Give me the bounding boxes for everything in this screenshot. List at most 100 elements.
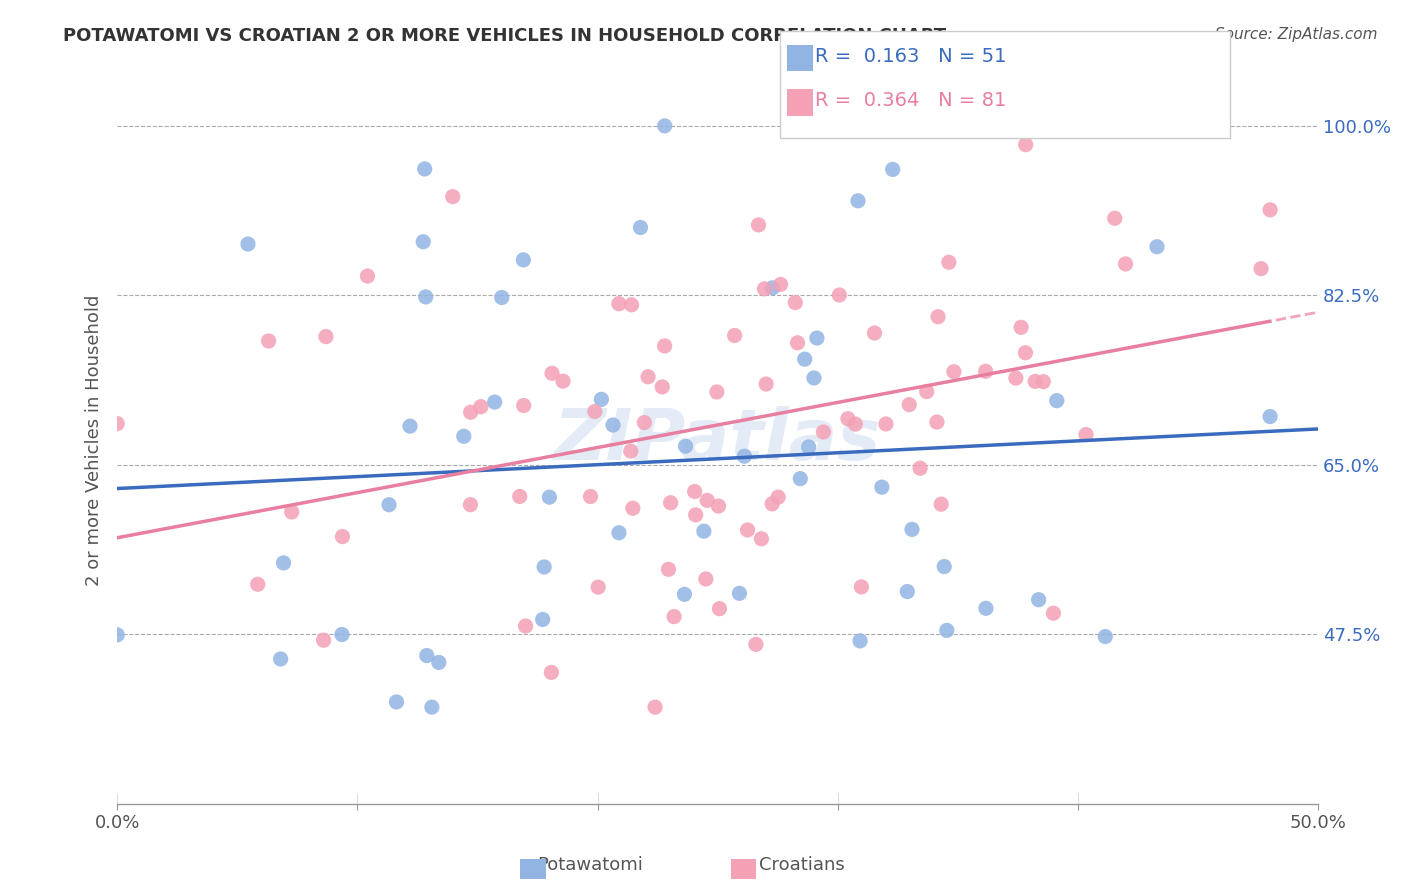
Point: [761, 497, 783, 511]
Text: R =  0.163   N = 51: R = 0.163 N = 51: [815, 46, 1007, 66]
Point: [236, 237, 259, 252]
Point: [813, 425, 835, 439]
Point: [1094, 630, 1116, 644]
Point: [846, 194, 869, 208]
Point: [1028, 592, 1050, 607]
Point: [420, 700, 443, 714]
Point: [441, 189, 464, 203]
Point: [755, 377, 778, 392]
Point: [413, 161, 436, 176]
Point: [531, 612, 554, 626]
Point: [105, 417, 128, 431]
Point: [509, 490, 531, 504]
Point: [246, 577, 269, 591]
Point: [512, 252, 534, 267]
Point: [399, 419, 422, 434]
Point: [942, 365, 965, 379]
Point: [662, 609, 685, 624]
Point: [675, 439, 697, 453]
Point: [551, 374, 574, 388]
Point: [105, 628, 128, 642]
Point: [356, 268, 378, 283]
Point: [332, 530, 354, 544]
Text: ZIPatlas: ZIPatlas: [554, 406, 882, 475]
Point: [974, 364, 997, 378]
Point: [761, 281, 783, 295]
Point: [901, 523, 924, 537]
Point: [898, 398, 921, 412]
Point: [1074, 427, 1097, 442]
Point: [591, 392, 613, 407]
Point: [908, 461, 931, 475]
Point: [745, 637, 768, 651]
Point: [1010, 320, 1032, 334]
Text: Croatians: Croatians: [759, 856, 844, 874]
Point: [1115, 257, 1137, 271]
Point: [896, 584, 918, 599]
Point: [793, 352, 815, 367]
Point: [935, 624, 957, 638]
Point: [515, 619, 537, 633]
Text: R =  0.364   N = 81: R = 0.364 N = 81: [815, 91, 1007, 111]
Point: [851, 580, 873, 594]
Point: [633, 416, 655, 430]
Point: [1258, 409, 1281, 424]
Y-axis label: 2 or more Vehicles in Household: 2 or more Vehicles in Household: [86, 295, 103, 586]
Point: [915, 384, 938, 399]
Point: [828, 288, 851, 302]
Point: [427, 656, 450, 670]
Point: [785, 295, 807, 310]
Point: [583, 404, 606, 418]
Point: [806, 331, 828, 345]
Point: [1032, 375, 1054, 389]
Point: [723, 328, 745, 343]
Point: [1104, 211, 1126, 226]
Point: [789, 472, 811, 486]
Point: [709, 601, 731, 615]
Point: [766, 490, 789, 504]
Point: [751, 532, 773, 546]
Point: [620, 444, 643, 458]
Point: [695, 572, 717, 586]
Point: [934, 559, 956, 574]
Point: [863, 326, 886, 340]
Point: [540, 665, 562, 680]
Point: [607, 296, 630, 310]
Text: Potawatomi: Potawatomi: [537, 856, 644, 874]
Point: [1015, 137, 1038, 152]
Point: [844, 417, 866, 431]
Point: [330, 627, 353, 641]
Point: [644, 700, 666, 714]
Point: [1146, 240, 1168, 254]
Point: [657, 562, 679, 576]
Point: [607, 525, 630, 540]
Point: [273, 556, 295, 570]
Point: [1024, 375, 1046, 389]
Point: [797, 440, 820, 454]
Point: [925, 415, 948, 429]
Point: [312, 633, 335, 648]
Point: [882, 162, 904, 177]
Point: [512, 399, 534, 413]
Point: [683, 484, 706, 499]
Point: [685, 508, 707, 522]
Point: [1258, 202, 1281, 217]
Point: [1250, 261, 1272, 276]
Point: [637, 369, 659, 384]
Point: [1014, 345, 1036, 359]
Point: [385, 695, 408, 709]
Point: [460, 405, 482, 419]
Point: [470, 400, 492, 414]
Point: [1042, 606, 1064, 620]
Point: [280, 505, 302, 519]
Point: [484, 395, 506, 409]
Point: [733, 449, 755, 463]
Point: [415, 290, 437, 304]
Point: [929, 497, 952, 511]
Point: [1005, 371, 1028, 385]
Point: [938, 255, 960, 269]
Point: [538, 490, 561, 504]
Text: Source: ZipAtlas.com: Source: ZipAtlas.com: [1215, 27, 1378, 42]
Point: [533, 560, 555, 574]
Point: [769, 277, 792, 292]
